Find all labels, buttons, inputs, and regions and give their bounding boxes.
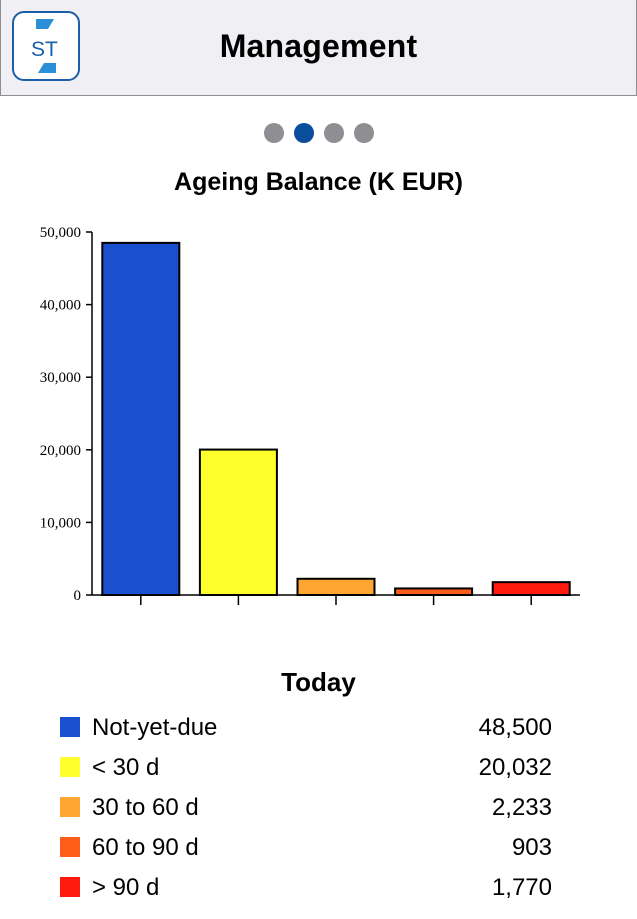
ageing-balance-chart: 0 10,000 20,000 30,000 40,000 50,000	[40, 225, 580, 605]
legend-swatch	[60, 877, 80, 897]
bar	[491, 581, 571, 597]
legend-label: 30 to 60 d	[92, 794, 199, 821]
page-dot[interactable]	[293, 123, 314, 143]
legend-swatch	[60, 837, 80, 857]
page-dot[interactable]	[353, 123, 374, 143]
legend-title: Today	[281, 667, 356, 697]
legend-item: > 90 d 1,770	[60, 868, 552, 908]
bar	[394, 587, 474, 596]
bar	[101, 241, 181, 596]
legend-item: Not-yet-due 48,500	[60, 708, 552, 748]
legend-value: 48,500	[478, 714, 552, 741]
legend-label: < 30 d	[92, 754, 160, 781]
y-tick-label: 40,000	[40, 298, 81, 314]
bar	[296, 577, 376, 597]
legend-value: 20,032	[478, 754, 552, 781]
app-logo-icon[interactable]: ST	[12, 11, 80, 81]
legend-label: > 90 d	[92, 874, 160, 901]
legend-value: 903	[511, 834, 552, 861]
legend-label: Not-yet-due	[92, 714, 218, 741]
legend-label: 60 to 90 d	[92, 834, 199, 861]
legend-item: < 30 d 20,032	[60, 748, 552, 788]
page-dot[interactable]	[323, 123, 344, 143]
y-tick-label: 10,000	[40, 515, 81, 531]
chart-title: Ageing Balance (K EUR)	[174, 168, 463, 196]
page-title: Management	[219, 28, 418, 64]
legend-swatch	[60, 717, 80, 737]
y-tick-label: 50,000	[40, 225, 81, 241]
page-indicator[interactable]	[0, 123, 637, 143]
legend-item: 30 to 60 d 2,233	[60, 788, 552, 828]
legend-value: 2,233	[491, 794, 552, 821]
page-dot[interactable]	[263, 123, 284, 143]
nav-header: ST Management	[0, 0, 637, 96]
logo-lettering: ST	[31, 38, 58, 61]
y-tick-label: 20,000	[40, 443, 81, 459]
legend-swatch	[60, 757, 80, 777]
legend-swatch	[60, 797, 80, 817]
legend-item: 60 to 90 d 903	[60, 828, 552, 868]
y-tick-label: 0	[74, 588, 82, 604]
bar	[198, 448, 278, 596]
legend-value: 1,770	[491, 874, 552, 901]
legend-list: Not-yet-due 48,500 < 30 d 20,032 30 to 60 d 2…	[60, 708, 552, 908]
y-tick-label: 30,000	[40, 370, 81, 386]
